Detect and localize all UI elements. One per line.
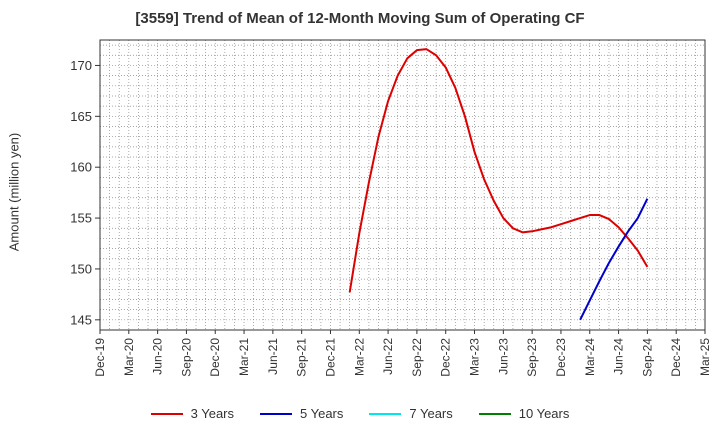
legend-swatch (150, 412, 183, 415)
x-tick-label: Mar-24 (583, 338, 597, 376)
x-tick-label: Sep-21 (295, 338, 309, 377)
legend-item-5-years: 5 Years (260, 406, 343, 421)
series-line-3-years (348, 48, 649, 293)
legend-swatch (260, 412, 292, 415)
x-tick-label: Dec-24 (669, 338, 683, 377)
x-tick-label: Jun-20 (151, 338, 165, 375)
x-tick-label: Mar-21 (237, 338, 251, 376)
x-tick-label: Dec-19 (93, 338, 107, 377)
y-tick-label: 150 (70, 261, 92, 276)
chart-title: [3559] Trend of Mean of 12-Month Moving … (135, 10, 585, 27)
x-tick-label: Mar-20 (122, 338, 136, 376)
legend-swatch (369, 412, 402, 415)
legend-label: 10 Years (518, 406, 570, 421)
x-tick-label: Mar-23 (468, 338, 482, 376)
y-tick-label: 170 (70, 58, 92, 73)
legend-item-3-years: 3 Years (150, 406, 234, 421)
legend-label: 7 Years (409, 406, 453, 421)
legend-item-10-years: 10 Years (478, 406, 570, 421)
x-tick-label: Mar-22 (352, 338, 366, 376)
legend-item-7-years: 7 Years (369, 406, 453, 421)
plot-frame (99, 39, 706, 331)
x-tick-label: Dec-20 (208, 338, 222, 377)
grid (99, 40, 706, 331)
x-tick-label: Sep-24 (640, 338, 654, 377)
series-line-5-years (579, 198, 649, 321)
y-tick-label: 165 (70, 109, 92, 124)
legend: 3 Years 5 Years 7 Years 10 Years (0, 406, 720, 421)
x-tick-label: Dec-21 (323, 338, 337, 377)
legend-label: 5 Years (300, 406, 344, 421)
legend-label: 3 Years (190, 406, 234, 421)
x-tick-label: Jun-21 (266, 338, 280, 375)
x-tick-label: Dec-22 (439, 338, 453, 377)
x-tick-label: Jun-24 (612, 338, 626, 375)
legend-swatch (478, 412, 511, 415)
y-tick-label: 145 (70, 312, 92, 327)
x-tick-label: Jun-23 (496, 338, 510, 375)
series-lines (348, 48, 649, 321)
x-tick-label: Mar-25 (698, 338, 712, 376)
x-tick-label: Sep-20 (179, 338, 193, 377)
x-tick-label: Dec-23 (554, 338, 568, 377)
x-tick-label: Sep-23 (525, 338, 539, 377)
y-tick-label: 160 (70, 160, 92, 175)
y-tick-label: 155 (70, 211, 92, 226)
x-tick-label: Jun-22 (381, 338, 395, 375)
x-tick-label: Sep-22 (410, 338, 424, 377)
axes: 145 150 155 160 165 170 Dec-19 Mar-20 Jun-20 Sep-… (70, 39, 712, 377)
